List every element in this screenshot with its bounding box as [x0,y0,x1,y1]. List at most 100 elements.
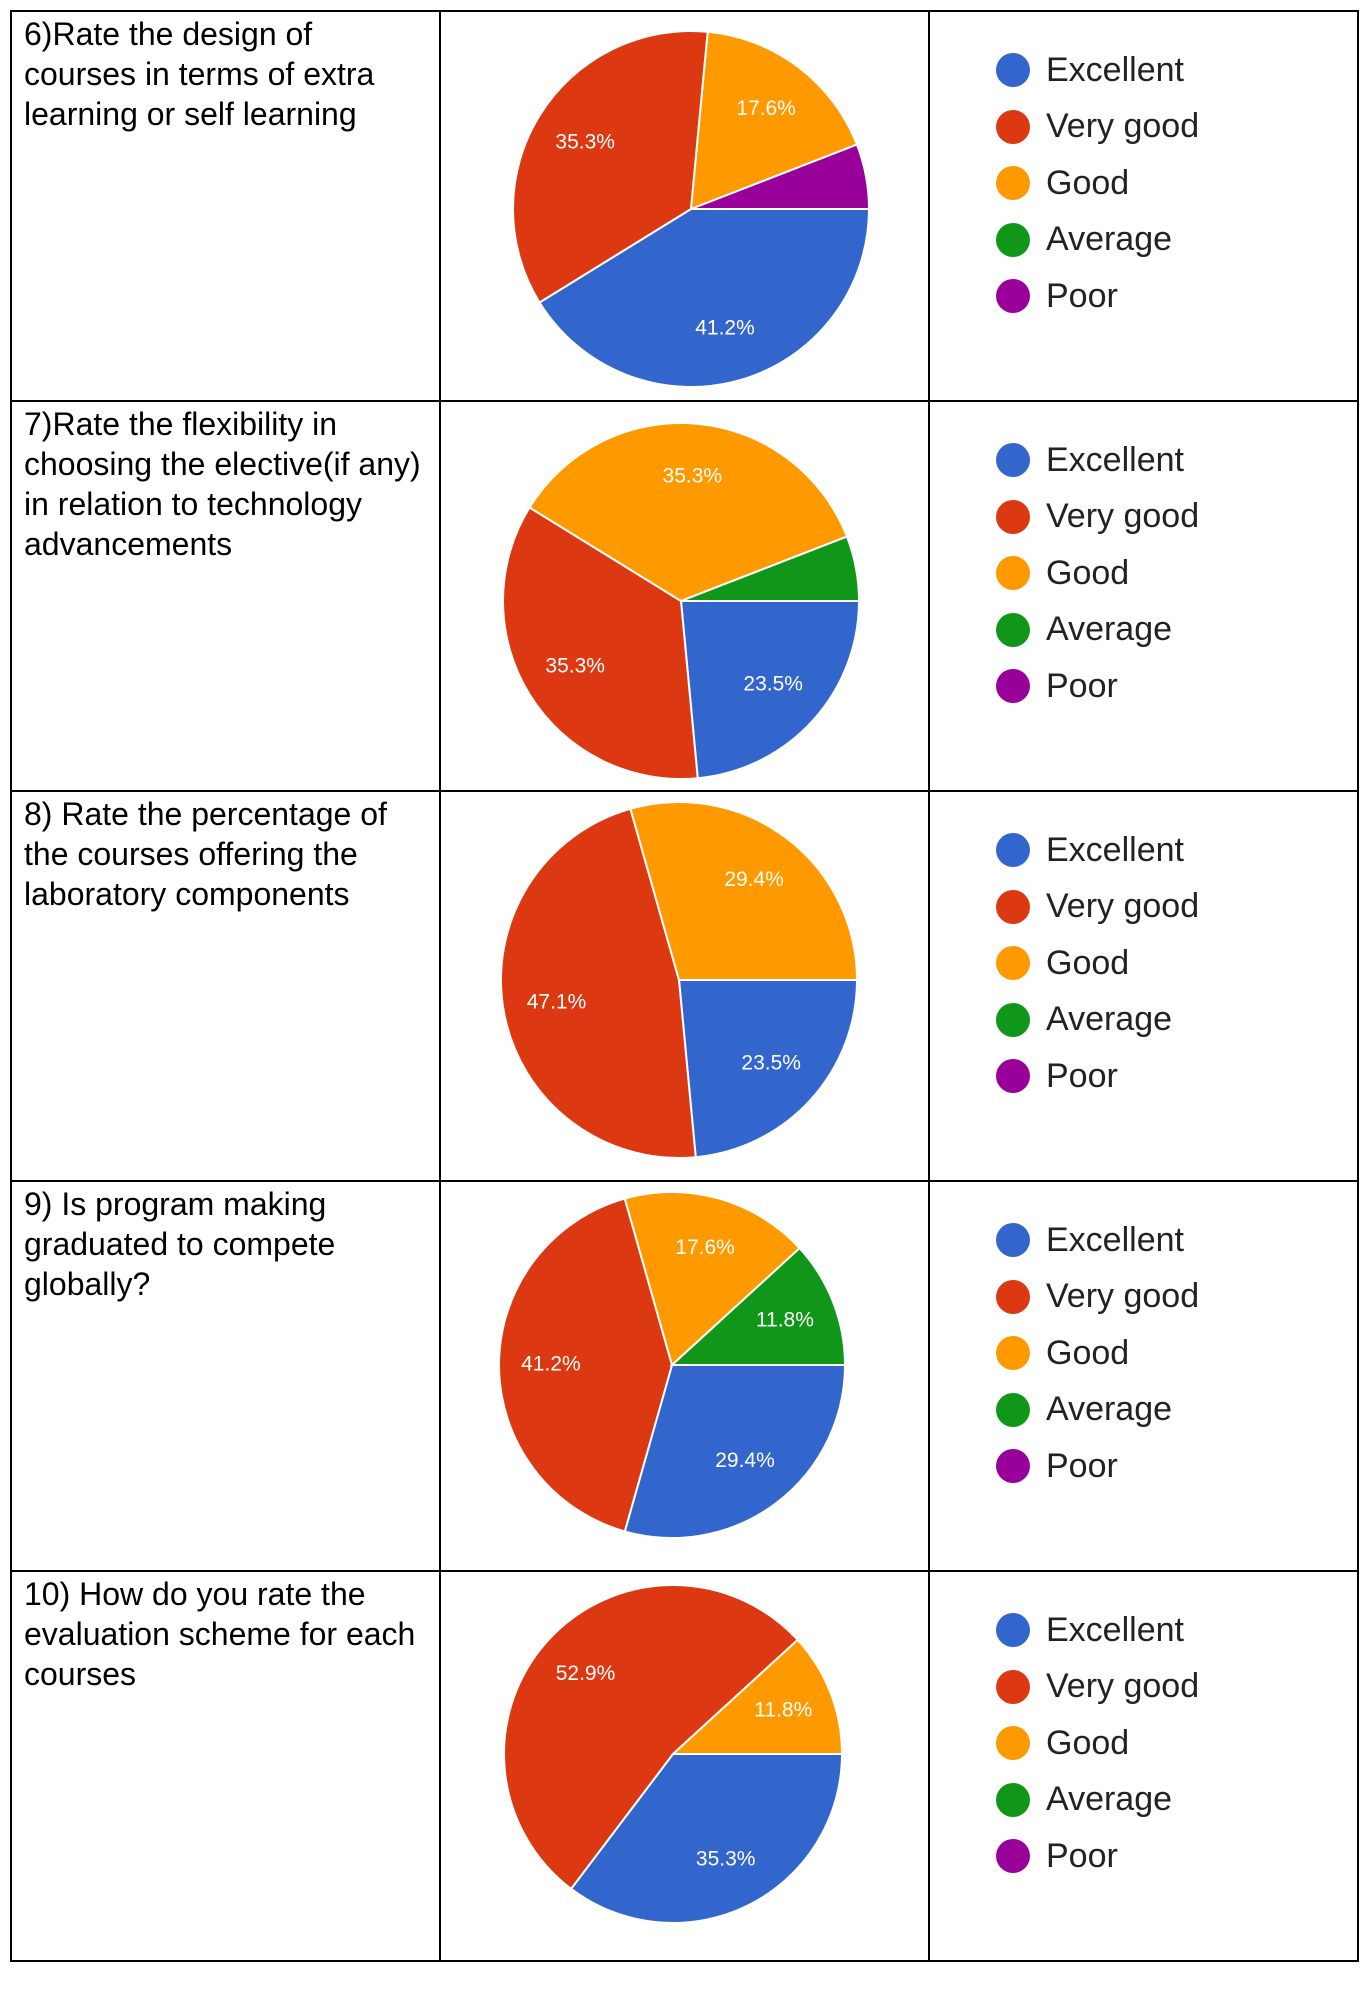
survey-results-table: 6)Rate the design of courses in terms of… [10,10,1359,1962]
legend-swatch-icon [996,499,1030,534]
legend-swatch-icon [996,443,1030,478]
legend-item: Good [996,1715,1357,1772]
pie-slice-very-good [501,506,699,780]
pie-slice-excellent [623,1364,847,1539]
question-cell: 9) Is program making graduated to compet… [10,1180,441,1572]
legend-label: Good [1046,1333,1130,1372]
legend-cell: Excellent Very good Good Average Poor [928,10,1359,402]
legend-swatch-icon [996,669,1030,704]
pie-slice-very-good [498,1197,674,1533]
legend-swatch-icon [996,1449,1030,1484]
legend-swatch-icon [996,1392,1030,1427]
legend-cell: Excellent Very good Good Average Poor [928,790,1359,1182]
legend-label: Very good [1046,887,1200,926]
legend-swatch-icon [996,1669,1030,1704]
question-cell: 6)Rate the design of courses in terms of… [10,10,441,402]
question-text: 6)Rate the design of courses in terms of… [24,16,384,132]
pie-slice-good [689,30,859,211]
pie-slice-very-good [503,1584,800,1891]
legend-label: Poor [1046,1446,1118,1485]
legend-item: Very good [996,489,1357,546]
legend-item: Good [996,545,1357,602]
pie-chart-cell: 29.4% 41.2% 17.6% 11.8% [439,1180,930,1572]
legend-label: Very good [1046,1277,1200,1316]
legend-swatch-icon [996,1223,1030,1258]
pie-chart: 41.2% 35.3% 17.6% [511,30,871,388]
slice-percent-label: 52.9% [556,1662,616,1685]
legend-swatch-icon [996,1839,1030,1874]
slice-percent-label: 29.4% [724,868,784,891]
pie-slice-good [623,1191,802,1367]
legend-swatch-icon [996,1782,1030,1817]
slice-percent-label: 41.2% [521,1353,581,1376]
legend-cell: Excellent Very good Good Average Poor [928,400,1359,792]
legend-label: Excellent [1046,440,1184,479]
pie-chart-cell: 23.5% 47.1% 29.4% [439,790,930,1182]
pie-slice-excellent [569,1753,844,1924]
question-text: 7)Rate the flexibility in choosing the e… [24,406,430,562]
legend-item: Good [996,1325,1357,1382]
legend-label: Poor [1046,666,1118,705]
legend-label: Excellent [1046,1220,1184,1259]
pie-chart: 23.5% 35.3% 35.3% [501,422,861,780]
legend-cell: Excellent Very good Good Average Poor [928,1180,1359,1572]
pie-chart: 35.3% 52.9% 11.8% [503,1584,844,1924]
legend-label: Good [1046,163,1130,202]
pie-slice-average [680,535,861,602]
slice-percent-label: 35.3% [555,131,615,154]
legend-swatch-icon [996,556,1030,591]
slice-percent-label: 29.4% [715,1449,775,1472]
legend-swatch-icon [996,1726,1030,1761]
legend-label: Excellent [1046,1610,1184,1649]
slice-percent-label: 23.5% [741,1051,801,1074]
legend-label: Poor [1046,1056,1118,1095]
legend-item: Poor [996,268,1357,325]
question-row: 6)Rate the design of courses in terms of… [10,10,1359,402]
pie-slice-good [528,422,849,603]
pie-slice-excellent [679,600,861,780]
legend-label: Very good [1046,497,1200,536]
question-cell: 7)Rate the flexibility in choosing the e… [10,400,441,792]
slice-percent-label: 41.2% [695,316,755,339]
legend-swatch-icon [996,1279,1030,1314]
slice-percent-label: 35.3% [696,1847,756,1870]
legend-swatch-icon [996,109,1030,144]
pie-slice-excellent [538,208,871,388]
legend-label: Poor [1046,1836,1118,1875]
legend-label: Good [1046,553,1130,592]
slice-percent-label: 11.8% [756,1309,814,1332]
legend-label: Excellent [1046,50,1184,89]
question-row: 9) Is program making graduated to compet… [10,1180,1359,1572]
legend-swatch-icon [996,946,1030,981]
legend-swatch-icon [996,889,1030,924]
legend-item: Average [996,212,1357,269]
legend-label: Average [1046,1390,1173,1429]
legend-item: Poor [996,1048,1357,1105]
legend-swatch-icon [996,612,1030,647]
pie-chart-cell: 23.5% 35.3% 35.3% [439,400,930,792]
legend-swatch-icon [996,222,1030,257]
legend-swatch-icon [996,1336,1030,1371]
legend-item: Very good [996,1659,1357,1716]
chart-legend: Excellent Very good Good Average Poor [930,12,1357,325]
legend-item: Very good [996,1269,1357,1326]
legend-item: Very good [996,879,1357,936]
legend-swatch-icon [996,166,1030,201]
legend-item: Excellent [996,1212,1357,1269]
legend-item: Very good [996,99,1357,156]
slice-percent-label: 23.5% [743,672,803,695]
legend-label: Average [1046,220,1173,259]
slice-percent-label: 17.6% [736,97,796,120]
pie-chart-cell: 35.3% 52.9% 11.8% [439,1570,930,1962]
legend-label: Very good [1046,107,1200,146]
pie-slice-good [629,801,859,981]
question-text: 8) Rate the percentage of the courses of… [24,796,396,912]
legend-item: Excellent [996,42,1357,99]
legend-label: Good [1046,1723,1130,1762]
legend-swatch-icon [996,1002,1030,1037]
legend-label: Average [1046,1000,1173,1039]
legend-label: Poor [1046,276,1118,315]
question-text: 9) Is program making graduated to compet… [24,1186,345,1302]
question-row: 8) Rate the percentage of the courses of… [10,790,1359,1182]
legend-item: Excellent [996,432,1357,489]
